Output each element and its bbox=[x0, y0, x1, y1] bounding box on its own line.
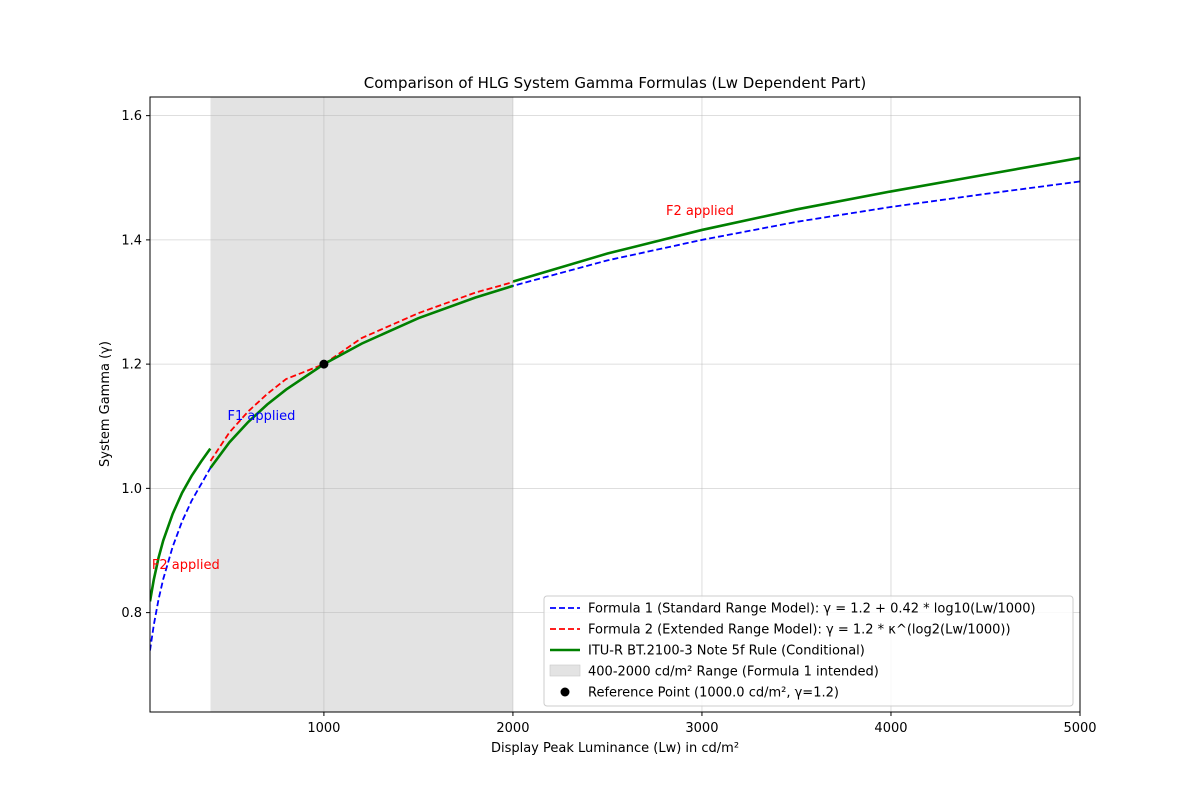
series-2-line-segment-1 bbox=[209, 284, 514, 469]
y-tick-label: 1.6 bbox=[121, 109, 142, 124]
y-tick-label: 1.0 bbox=[121, 482, 142, 497]
x-tick-label: 5000 bbox=[1063, 721, 1096, 736]
series-1-line bbox=[209, 281, 514, 462]
legend-frame bbox=[543, 595, 1074, 707]
y-axis-label: System Gamma (γ) bbox=[98, 341, 113, 467]
legend-label-shaded-range: 400-2000 cd/m² Range (Formula 1 intended… bbox=[588, 665, 879, 680]
y-tick-label: 1.2 bbox=[121, 358, 142, 373]
legend-label-series-1: Formula 2 (Extended Range Model): γ = 1.… bbox=[588, 623, 1011, 638]
shaded-range-band bbox=[210, 97, 513, 712]
legend-label-reference-point: Reference Point (1000.0 cd/m², γ=1.2) bbox=[588, 686, 839, 701]
reference-point-marker bbox=[319, 359, 329, 369]
x-axis-label: Display Peak Luminance (Lw) in cd/m² bbox=[491, 741, 739, 756]
plot-area: F2 applied F1 applied F2 applied 1000 2000 30… bbox=[121, 96, 1097, 736]
y-tick-label: 0.8 bbox=[121, 606, 142, 621]
chart-title: Comparison of HLG System Gamma Formulas … bbox=[364, 74, 866, 92]
x-tick-label: 3000 bbox=[685, 721, 718, 736]
series-2-line-segment-0 bbox=[150, 447, 212, 602]
legend-swatch-reference-point bbox=[560, 687, 570, 697]
x-tick-label: 1000 bbox=[307, 721, 340, 736]
legend-swatch-shaded-range bbox=[549, 664, 581, 677]
annotation-1: F1 applied bbox=[228, 409, 296, 424]
annotation-0: F2 applied bbox=[152, 558, 220, 573]
axes-frame bbox=[149, 96, 1081, 713]
x-tick-label: 2000 bbox=[496, 721, 529, 736]
legend: Formula 1 (Standard Range Model): γ = 1.… bbox=[543, 595, 1074, 707]
annotation-2: F2 applied bbox=[666, 204, 734, 219]
series-2-line-segment-2 bbox=[512, 156, 1080, 283]
series-0-line bbox=[150, 180, 1080, 651]
y-tick-label: 1.4 bbox=[121, 233, 142, 248]
legend-label-series-0: Formula 1 (Standard Range Model): γ = 1.… bbox=[588, 602, 1036, 617]
series-group bbox=[150, 156, 1080, 651]
legend-label-series-2: ITU-R BT.2100-3 Note 5f Rule (Conditiona… bbox=[588, 644, 865, 659]
x-tick-label: 4000 bbox=[874, 721, 907, 736]
